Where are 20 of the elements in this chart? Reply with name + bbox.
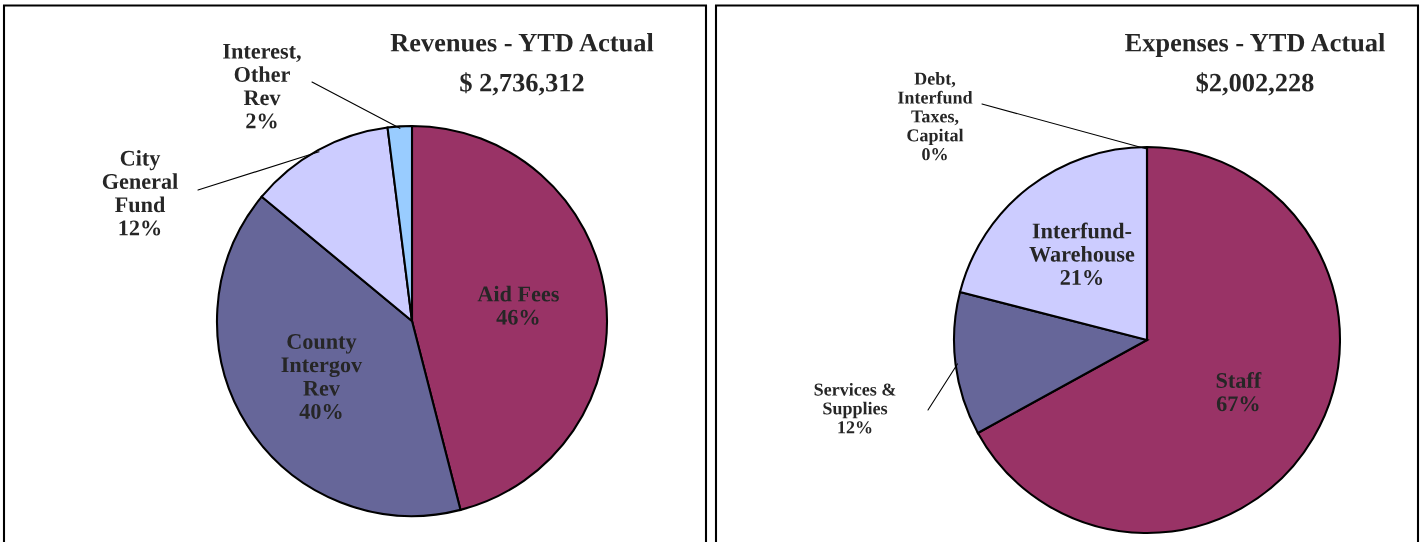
chart-title: Expenses - YTD Actual [1125,33,1385,57]
slice-label: Staff [1216,372,1262,388]
data-label: 40% [299,403,342,420]
text: $ 2,736,312 [460,72,584,96]
data-label: 21% [1060,269,1103,285]
data-label: 67% [1216,396,1259,412]
data-label: 46% [496,309,539,325]
text: 0% [922,148,947,161]
data-label: 12% [838,421,872,434]
slice-label: County Intergov Rev [281,334,363,396]
category-label: Debt, Interfund Taxes, Capital [897,72,973,146]
data-label: 2% [246,113,277,129]
slice-label: Aid Fees [477,285,559,302]
slice-label: Interest, Other Rev [223,43,301,106]
chart-subtitle: $2,002,228 [1196,72,1314,96]
slice-label: Interfund- Warehouse [1029,222,1135,262]
chart-title: Revenues - YTD Actual [390,33,654,52]
data-label: 12% [119,220,161,236]
slice-label: Services & Supplies [814,382,896,419]
slice-label: City General Fund [102,150,178,213]
